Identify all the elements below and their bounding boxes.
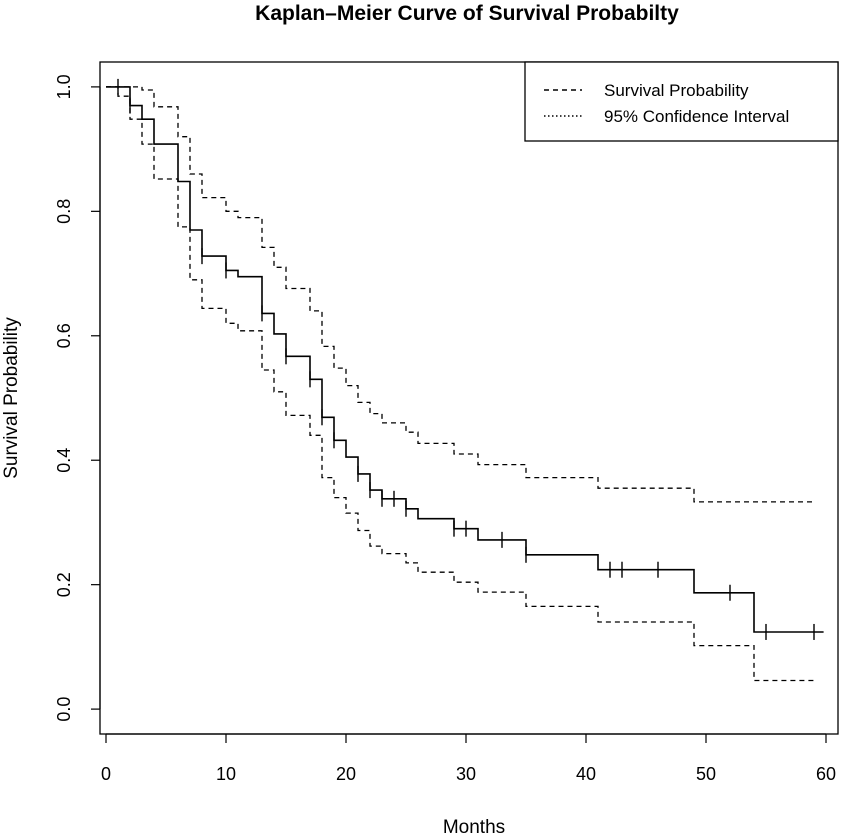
legend-box — [524, 61, 839, 142]
x-tick-label: 30 — [456, 764, 476, 784]
legend-label-survival: Survival Probability — [604, 81, 749, 100]
series-lower-line — [106, 86, 814, 682]
x-axis-label: Months — [443, 817, 505, 834]
legend: Survival Probability 95% Confidence Inte… — [524, 61, 839, 142]
x-tick-label: 50 — [696, 764, 716, 784]
plot-frame — [99, 61, 839, 735]
series-estimate-line — [106, 86, 824, 633]
legend-label-confidence: 95% Confidence Interval — [604, 107, 789, 126]
x-tick-label: 0 — [101, 764, 111, 784]
series-layer — [106, 86, 824, 682]
x-tick-label: 10 — [216, 764, 236, 784]
series-upper-line — [106, 86, 814, 503]
y-tick-label: 0.4 — [54, 448, 74, 473]
y-tick-label: 0.0 — [54, 697, 74, 722]
y-axis: 0.0 0.2 0.4 0.6 0.8 1.0 — [54, 74, 101, 722]
x-axis: 0 10 20 30 40 50 60 — [101, 733, 836, 784]
censor-marks — [117, 78, 815, 640]
y-tick-label: 0.8 — [54, 199, 74, 224]
chart-title: Kaplan–Meier Curve of Survival Probabilt… — [255, 2, 679, 25]
y-axis-label: Survival Probability — [1, 317, 22, 479]
x-tick-label: 40 — [576, 764, 596, 784]
x-tick-label: 20 — [336, 764, 356, 784]
y-tick-label: 0.2 — [54, 572, 74, 597]
y-tick-label: 1.0 — [54, 74, 74, 99]
x-tick-label: 60 — [816, 764, 836, 784]
y-tick-label: 0.6 — [54, 323, 74, 348]
